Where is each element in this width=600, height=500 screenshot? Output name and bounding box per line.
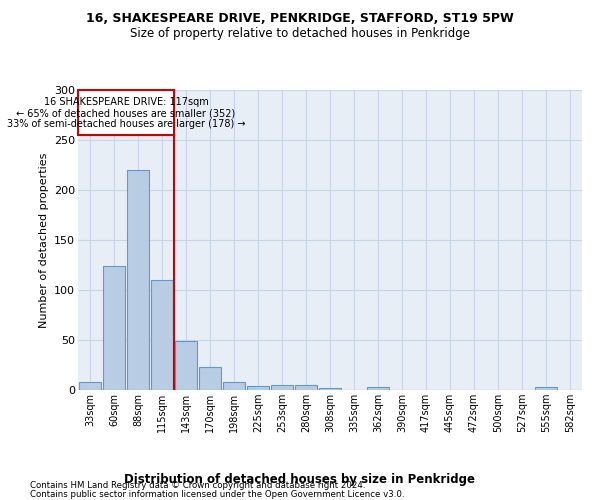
Bar (127, 170, 149, 390)
Bar (319, 388, 341, 390)
Text: 16, SHAKESPEARE DRIVE, PENKRIDGE, STAFFORD, ST19 5PW: 16, SHAKESPEARE DRIVE, PENKRIDGE, STAFFO… (86, 12, 514, 26)
Bar (103, 266, 125, 390)
Bar (247, 386, 269, 390)
Text: Contains public sector information licensed under the Open Government Licence v3: Contains public sector information licen… (30, 490, 404, 499)
Bar (151, 280, 173, 390)
Bar (79, 382, 101, 390)
Text: 33% of semi-detached houses are larger (178) →: 33% of semi-detached houses are larger (… (7, 119, 245, 129)
Bar (223, 382, 245, 390)
Bar (295, 385, 317, 390)
Text: Distribution of detached houses by size in Penkridge: Distribution of detached houses by size … (125, 472, 476, 486)
Text: Size of property relative to detached houses in Penkridge: Size of property relative to detached ho… (130, 28, 470, 40)
Bar (175, 341, 197, 390)
Bar (535, 387, 557, 390)
Bar (367, 387, 389, 390)
Text: 16 SHAKESPEARE DRIVE: 117sqm: 16 SHAKESPEARE DRIVE: 117sqm (44, 97, 208, 107)
Bar (199, 367, 221, 390)
Bar (271, 385, 293, 390)
Text: ← 65% of detached houses are smaller (352): ← 65% of detached houses are smaller (35… (16, 108, 236, 118)
Text: Contains HM Land Registry data © Crown copyright and database right 2024.: Contains HM Land Registry data © Crown c… (30, 481, 365, 490)
Y-axis label: Number of detached properties: Number of detached properties (38, 152, 49, 328)
FancyBboxPatch shape (79, 90, 173, 135)
